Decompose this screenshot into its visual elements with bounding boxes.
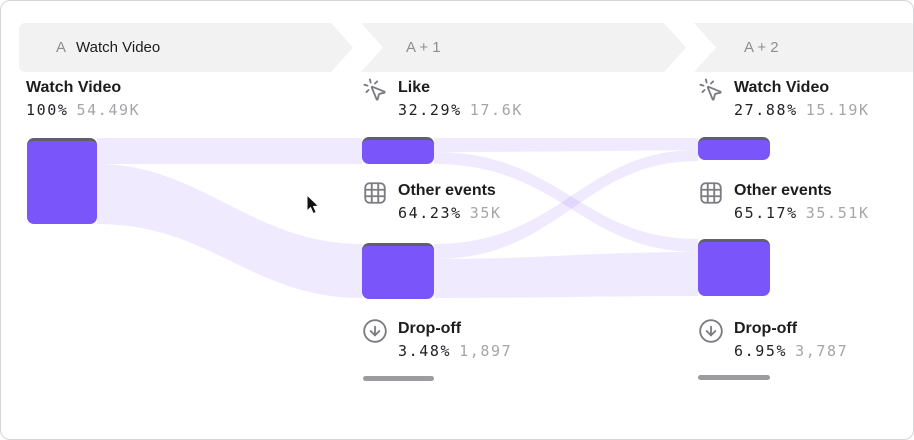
event-percent: 65.17% (734, 204, 798, 222)
click-icon (362, 77, 388, 103)
event-title: Other events (734, 182, 832, 199)
event-count: 3,787 (795, 342, 849, 360)
node-other-events-step1[interactable] (362, 243, 434, 299)
grid-icon (698, 180, 724, 206)
step-header-a1[interactable]: A + 1 (361, 23, 686, 72)
node-watch-video-step0[interactable] (27, 138, 97, 224)
flow-like-to-watchvideo[interactable] (434, 138, 698, 152)
event-title: Watch Video (734, 79, 830, 96)
dropoff-icon (362, 318, 388, 344)
event-title: Drop-off (398, 320, 462, 337)
event-percent: 3.48% (398, 342, 452, 360)
dropoff-bar-step2[interactable] (698, 375, 770, 380)
node-like-step1[interactable] (362, 137, 434, 164)
click-icon (698, 77, 724, 103)
event-title: Other events (398, 182, 496, 199)
step-header-a2[interactable]: A + 2 (694, 23, 913, 72)
event-count: 35.51K (805, 204, 870, 222)
event-percent: 6.95% (734, 342, 788, 360)
event-percent: 100% (26, 101, 69, 119)
step-header-label: Watch Video (76, 39, 161, 56)
event-percent: 64.23% (398, 204, 462, 222)
flow-watchvideo-to-otherevents[interactable] (97, 164, 362, 298)
event-count: 15.19K (805, 101, 870, 119)
grid-icon (362, 180, 388, 206)
step-letter-badge: A (56, 39, 67, 56)
flow-otherevents-to-watchvideo[interactable] (434, 150, 698, 259)
node-watch-video-step2[interactable] (698, 137, 770, 160)
event-count: 1,897 (459, 342, 513, 360)
event-count: 35K (469, 204, 502, 222)
event-count: 54.49K (76, 101, 141, 119)
node-other-events-step2[interactable] (698, 239, 770, 296)
step-header-a[interactable]: A Watch Video (19, 23, 353, 72)
event-title: Watch Video (26, 79, 122, 96)
event-percent: 27.88% (734, 101, 798, 119)
flow-like-to-otherevents[interactable] (434, 152, 698, 252)
event-count: 17.6K (469, 101, 523, 119)
event-title: Drop-off (734, 320, 798, 337)
step-header-label: A + 1 (406, 39, 441, 56)
dropoff-icon (698, 318, 724, 344)
step-header-label: A + 2 (744, 39, 779, 56)
flow-watchvideo-to-like[interactable] (97, 138, 362, 164)
dropoff-bar-step1[interactable] (363, 376, 434, 381)
mouse-cursor-icon (306, 193, 320, 221)
event-percent: 32.29% (398, 101, 462, 119)
flow-otherevents-to-otherevents[interactable] (434, 252, 698, 298)
event-title: Like (398, 79, 431, 96)
